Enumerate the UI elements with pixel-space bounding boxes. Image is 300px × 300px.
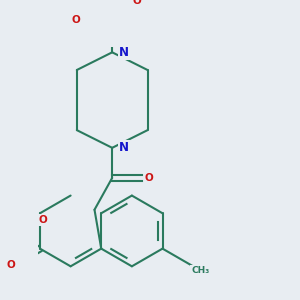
Text: N: N [119, 141, 129, 154]
Text: N: N [119, 46, 129, 59]
Text: O: O [7, 260, 16, 270]
Text: O: O [38, 215, 47, 225]
Text: O: O [133, 0, 141, 6]
Text: O: O [71, 16, 80, 26]
Text: CH₃: CH₃ [191, 266, 210, 275]
Text: O: O [145, 173, 153, 183]
